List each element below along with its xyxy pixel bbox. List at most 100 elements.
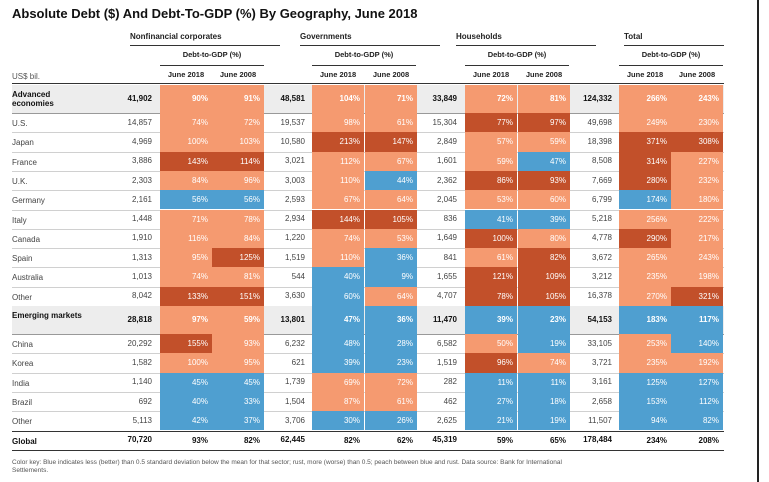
debt-value: 6,232 xyxy=(284,338,305,348)
debt-value: 1,448 xyxy=(131,214,152,224)
ratio-cell-2008: 64% xyxy=(365,190,417,210)
ratio-cell-2018: 95% xyxy=(160,248,212,268)
footnote: Color key: Blue indicates less (better) … xyxy=(12,459,562,474)
ratio-cell-2008: 74% xyxy=(518,353,570,373)
group-header-label: Households xyxy=(456,32,502,41)
ratio-cell-2018: 121% xyxy=(465,267,517,287)
row-label: Korea xyxy=(12,359,34,369)
ratio-cell-2008: 105% xyxy=(365,209,417,229)
ratio-cell-2018: 100% xyxy=(465,228,517,249)
ratio-cell-2008: 37% xyxy=(212,411,264,431)
debt-value: 3,721 xyxy=(591,357,612,367)
ratio-cell-2008: 91% xyxy=(212,85,264,113)
ratio-cell-2008: 19% xyxy=(518,334,570,354)
ratio-cell-2018: 371% xyxy=(619,132,671,152)
row-label: Emerging markets xyxy=(12,311,82,320)
ratio-cell-2018: 280% xyxy=(619,170,671,191)
debt-value: 7,669 xyxy=(591,175,612,185)
debt-value: 6,582 xyxy=(436,338,457,348)
ratio-cell-2008: 71% xyxy=(365,85,417,113)
debt-value: 3,630 xyxy=(284,291,305,301)
debt-value: 20,292 xyxy=(127,338,152,348)
ratio-cell-2018: 53% xyxy=(465,190,517,210)
ratio-cell-2008: 321% xyxy=(671,286,723,306)
ratio-cell-2008: 9% xyxy=(365,267,417,287)
debt-value: 4,707 xyxy=(436,291,457,301)
column-header-2018: June 2018 xyxy=(626,70,664,79)
debt-value: 48,581 xyxy=(280,94,305,103)
debt-value: 1,519 xyxy=(436,357,457,367)
debt-value: 54,153 xyxy=(587,315,612,324)
debt-value: 1,220 xyxy=(284,233,305,243)
debt-value: 462 xyxy=(443,396,457,406)
ratio-cell-2018: 39% xyxy=(312,353,364,373)
table-row: U.S. 14,857 74% 72% 19,537 98% 61% 15,304 77% 97%… xyxy=(12,113,724,133)
ratio-cell-2008: 84% xyxy=(212,228,264,249)
debt-value: 2,593 xyxy=(284,194,305,204)
ratio-cell-2008: 61% xyxy=(365,391,417,412)
ratio-cell-2018: 42% xyxy=(160,411,212,431)
ratio-cell-2018: 84% xyxy=(160,170,212,191)
debt-value: 15,304 xyxy=(432,117,457,127)
ratio-cell-2018: 94% xyxy=(619,411,671,431)
ratio-cell-2008: 44% xyxy=(365,170,417,191)
ratio-cell-2008: 82% xyxy=(518,248,570,268)
debt-value: 1,519 xyxy=(284,252,305,262)
debt-value: 841 xyxy=(443,252,457,262)
ratio-subheader-rule xyxy=(312,65,416,66)
row-label: U.K. xyxy=(12,176,28,186)
ratio-cell-2008: 62% xyxy=(396,435,413,445)
ratio-cell-2008: 64% xyxy=(365,286,417,306)
aggregate-row: Emerging markets 28,818 97% 59% 13,801 47% 36%… xyxy=(12,306,724,334)
aggregate-row: Global 70,720 93% 82% 62,445 82% 62% 45,319 59% 6… xyxy=(12,431,724,450)
ratio-cell-2008: 36% xyxy=(365,248,417,268)
debt-value: 3,886 xyxy=(131,156,152,166)
ratio-subheader-rule xyxy=(160,65,264,66)
debt-value: 3,672 xyxy=(591,252,612,262)
ratio-subheader-label: Debt-to-GDP (%) xyxy=(182,50,242,59)
column-header-2018: June 2018 xyxy=(472,70,510,79)
ratio-cell-2008: 67% xyxy=(365,151,417,171)
debt-value: 2,849 xyxy=(436,136,457,146)
ratio-cell-2018: 61% xyxy=(465,248,517,268)
debt-value: 70,720 xyxy=(127,435,152,445)
ratio-cell-2008: 243% xyxy=(671,85,723,113)
ratio-cell-2018: 143% xyxy=(160,151,212,171)
debt-value: 2,303 xyxy=(131,175,152,185)
ratio-cell-2018: 183% xyxy=(619,306,671,334)
ratio-cell-2018: 57% xyxy=(465,132,517,152)
ratio-subheader-rule xyxy=(619,65,723,66)
ratio-cell-2018: 266% xyxy=(619,85,671,113)
ratio-cell-2018: 100% xyxy=(160,132,212,152)
table-row: India 1,140 45% 45% 1,739 69% 72% 282 11% 11% 3,16… xyxy=(12,372,724,392)
ratio-cell-2008: 11% xyxy=(518,372,570,392)
ratio-cell-2008: 18% xyxy=(518,391,570,412)
ratio-cell-2018: 59% xyxy=(465,151,517,171)
ratio-cell-2008: 47% xyxy=(518,151,570,171)
ratio-cell-2018: 72% xyxy=(465,85,517,113)
ratio-cell-2018: 155% xyxy=(160,334,212,354)
debt-value: 4,778 xyxy=(591,233,612,243)
ratio-cell-2008: 109% xyxy=(518,267,570,287)
row-label: U.S. xyxy=(12,119,28,128)
ratio-cell-2008: 81% xyxy=(212,267,264,287)
row-label: Japan xyxy=(12,138,34,148)
row-label: Brazil xyxy=(12,397,33,407)
debt-value: 1,313 xyxy=(131,252,152,262)
column-header-2008: June 2008 xyxy=(678,70,716,79)
debt-value: 3,161 xyxy=(591,377,612,387)
ratio-cell-2018: 48% xyxy=(312,334,364,354)
debt-value: 1,140 xyxy=(131,377,152,387)
column-header-2018: June 2018 xyxy=(167,70,205,79)
debt-value: 2,934 xyxy=(284,214,305,224)
ratio-cell-2008: 33% xyxy=(212,391,264,412)
debt-value: 10,580 xyxy=(280,136,305,146)
debt-value: 14,857 xyxy=(127,117,152,127)
debt-value: 4,969 xyxy=(131,136,152,146)
ratio-cell-2018: 98% xyxy=(312,113,364,133)
ratio-cell-2008: 39% xyxy=(518,209,570,229)
table-row: China 20,292 155% 93% 6,232 48% 28% 6,582 50% 19%… xyxy=(12,334,724,354)
ratio-cell-2018: 116% xyxy=(160,228,212,249)
page-title: Absolute Debt ($) And Debt-To-GDP (%) By… xyxy=(12,6,418,21)
ratio-cell-2008: 59% xyxy=(518,132,570,152)
